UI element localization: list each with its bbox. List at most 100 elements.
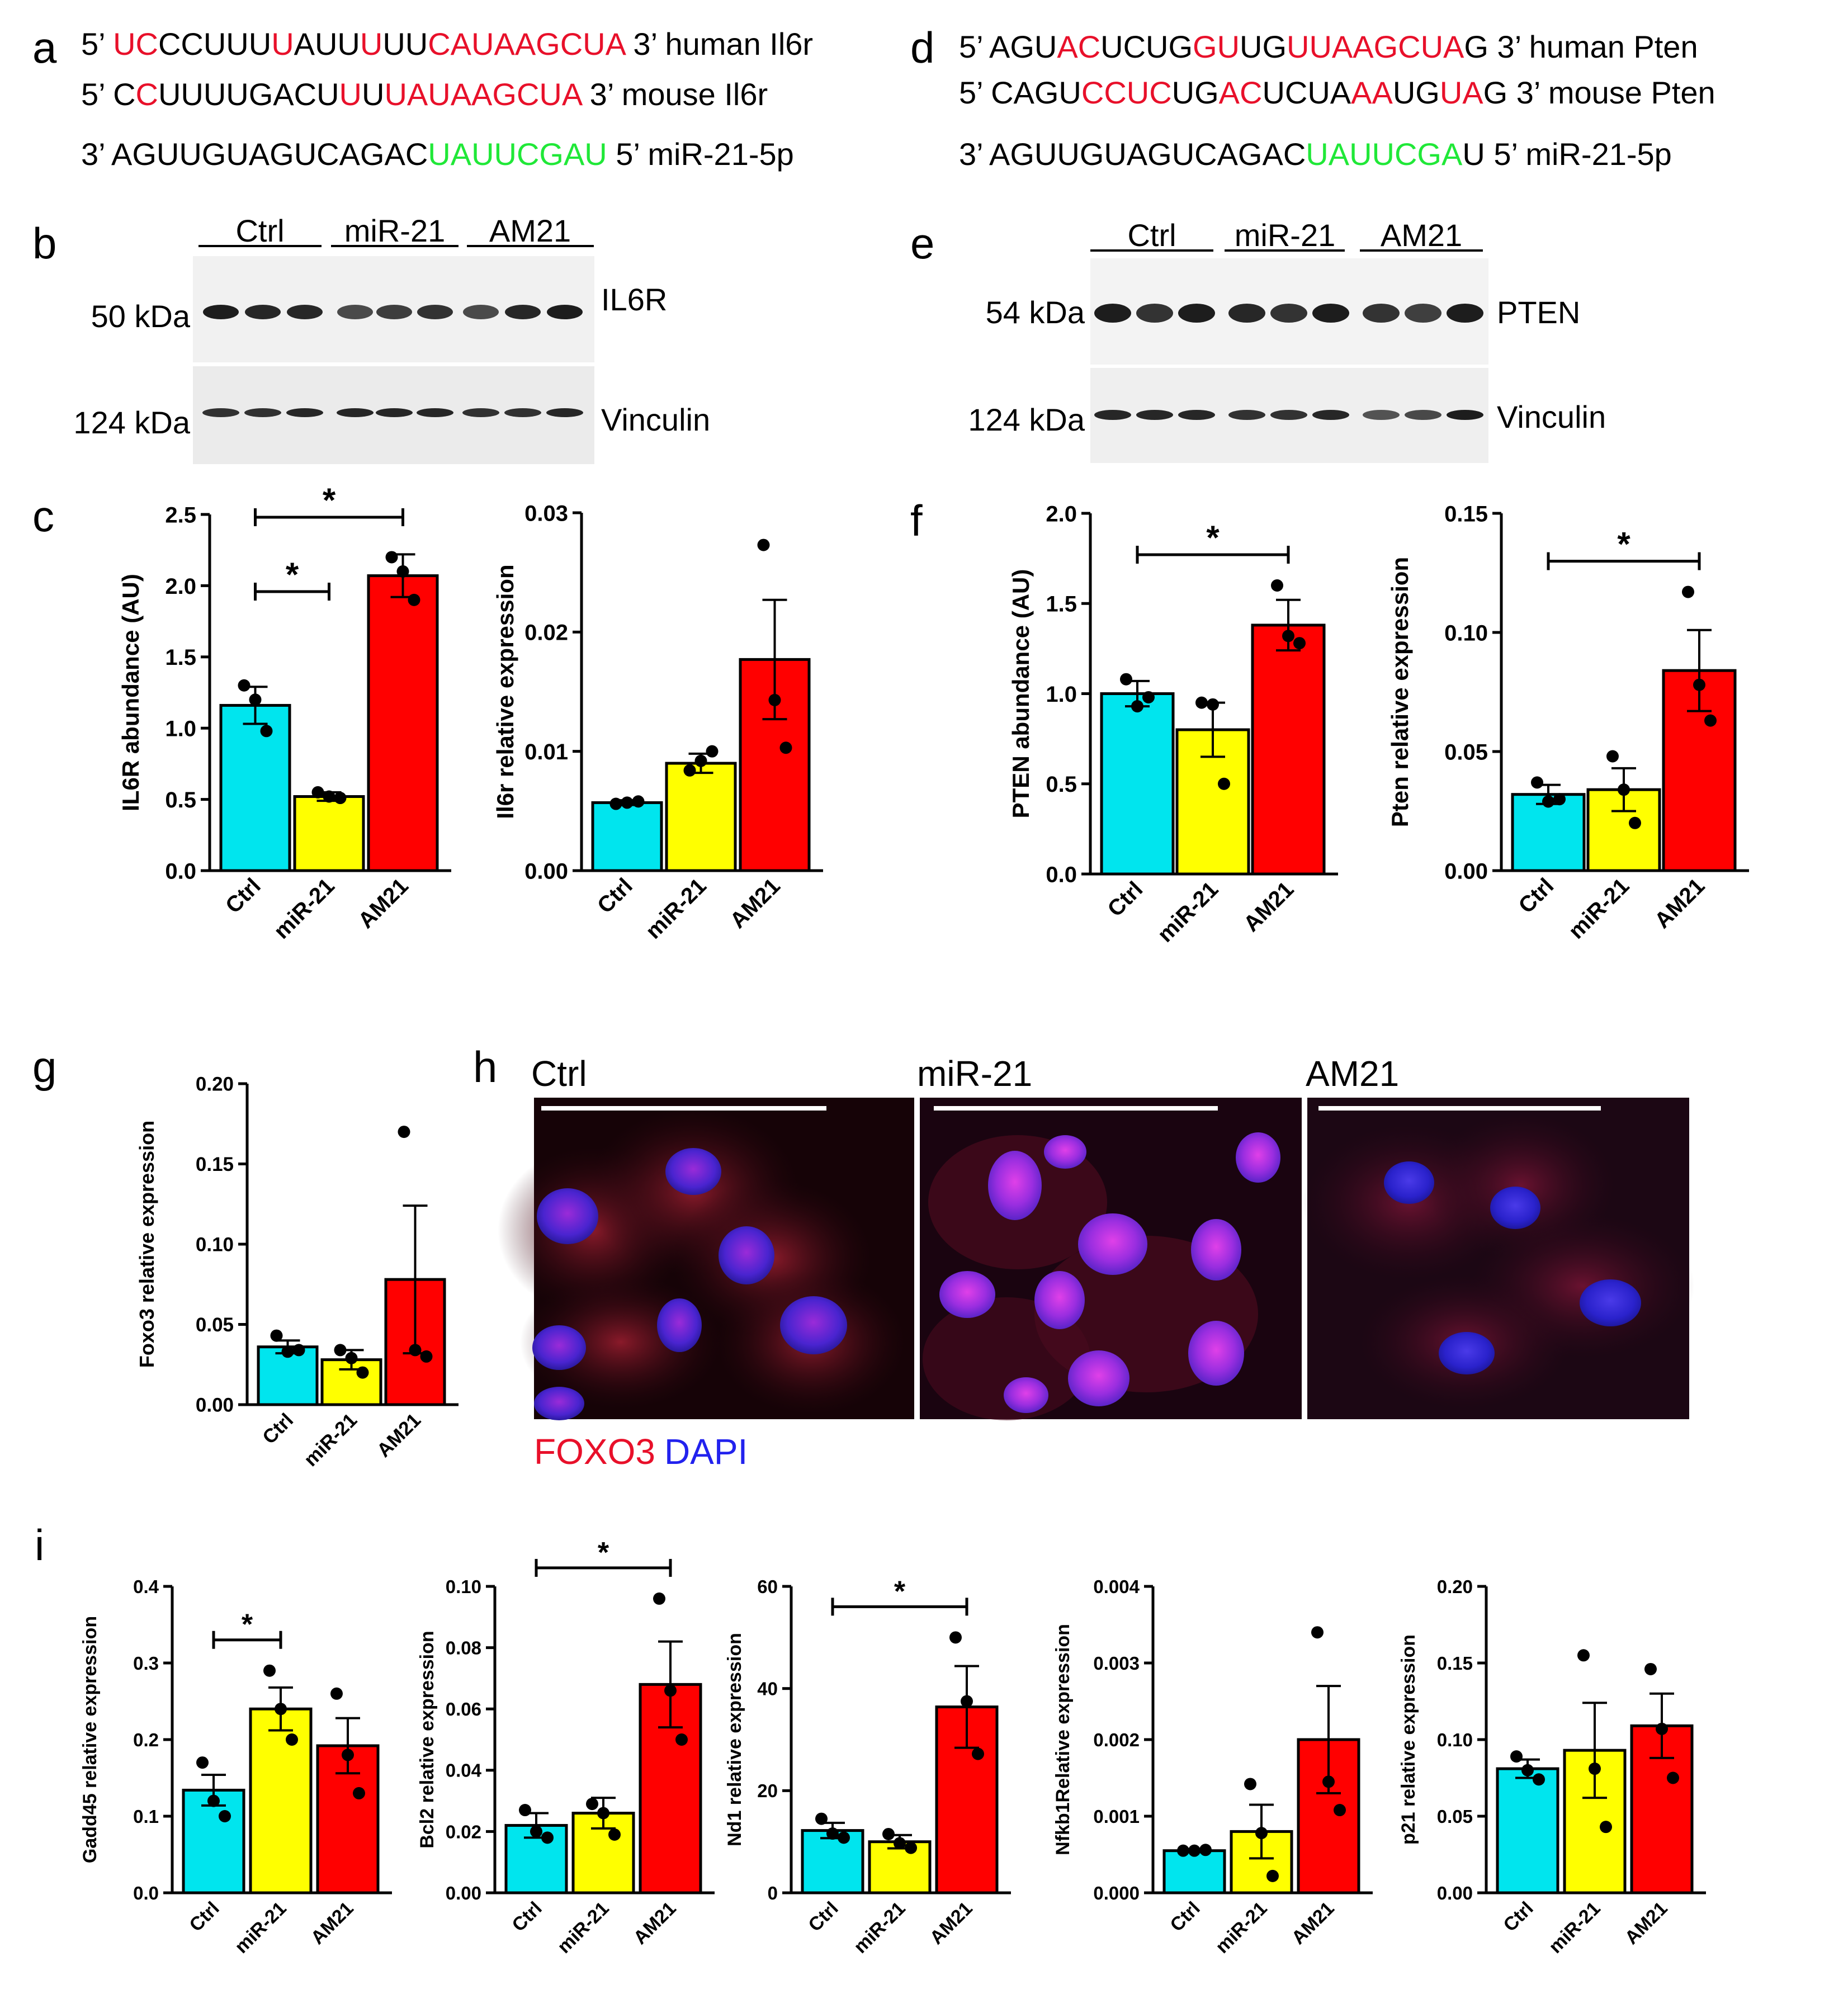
x-category-label: AM21	[353, 873, 413, 933]
x-category-label: AM21	[926, 1898, 977, 1949]
panel-label-d: d	[910, 23, 934, 72]
data-point	[263, 1664, 276, 1677]
y-tick-label: 1.0	[1046, 682, 1077, 707]
seq-segment: AGU	[989, 29, 1057, 64]
y-tick-label: 0.05	[196, 1314, 234, 1336]
bar-mir21	[293, 795, 365, 872]
data-point	[1266, 1869, 1279, 1882]
y-tick-label: 0.4	[133, 1576, 159, 1597]
data-point	[1656, 1722, 1668, 1735]
blot-b-top-mw: 50 kDa	[91, 299, 191, 334]
y-tick-label: 2.0	[1046, 502, 1077, 526]
blot-band	[417, 305, 453, 319]
data-point	[768, 693, 781, 706]
data-point	[249, 693, 262, 706]
y-axis-label: PTEN abundance (AU)	[1008, 569, 1034, 819]
y-tick-label: 0.1	[133, 1806, 159, 1827]
data-point	[238, 679, 251, 692]
blot-band	[286, 408, 323, 417]
bar-mir21	[868, 1840, 932, 1894]
seq-label: 5’ miR-21-5p	[1485, 136, 1672, 172]
data-point	[1606, 750, 1619, 763]
x-category-label: AM21	[630, 1898, 680, 1949]
blot-band	[1094, 304, 1131, 323]
data-point	[396, 565, 409, 578]
data-point	[1131, 700, 1143, 713]
data-point	[1577, 1649, 1590, 1662]
sig-star: *	[894, 1575, 906, 1608]
seq-segment: U	[271, 26, 294, 62]
seq-segment: UAUUCGA	[1306, 136, 1463, 172]
seq-segment: U	[360, 26, 382, 62]
chart-bcl2-expression: 0.00 0.02 0.04 0.06 0.08 0.10 Bcl2 relative ex…	[417, 1537, 715, 1958]
y-tick-label: 0	[768, 1883, 778, 1903]
blot-b-bot-name: Vinculin	[601, 402, 710, 437]
x-category-label: miR-21	[269, 873, 339, 943]
sig-star: *	[1206, 519, 1220, 556]
blot-e-group-mir21: miR-21	[1235, 218, 1335, 253]
y-axis-label: Nfkb1Relative expression	[1052, 1624, 1074, 1855]
micro-label-mir21: miR-21	[917, 1053, 1032, 1094]
seq-segment: UUAAGCUA	[1287, 29, 1464, 64]
blot-band	[1405, 410, 1441, 420]
data-point	[530, 1825, 542, 1838]
data-point	[706, 745, 719, 758]
bar-ctrl	[1100, 692, 1175, 876]
blot-band	[1270, 304, 1307, 323]
x-category-label: AM21	[1650, 873, 1710, 933]
blot-band	[1363, 410, 1400, 420]
y-tick-label: 0.20	[196, 1074, 234, 1095]
blot-band	[337, 305, 373, 319]
seq-prefix: 5’	[81, 26, 113, 62]
y-axis-label: IL6R abundance (AU)	[117, 574, 144, 811]
blot-b-group-ctrl: Ctrl	[235, 213, 284, 248]
data-point	[1334, 1804, 1346, 1817]
seq-a-row-0: 5’ UCCCUUUUAUUUUUCAUAAGCUA 3’ human Il6r	[81, 26, 813, 62]
data-point	[1644, 1662, 1657, 1675]
x-category-label: Ctrl	[593, 873, 637, 918]
y-tick-label: 2.0	[165, 574, 196, 599]
seq-segment: UG	[1172, 75, 1219, 110]
blot-band	[1094, 410, 1131, 420]
y-tick-label: 0.002	[1093, 1730, 1140, 1750]
seq-label: 3’ human Il6r	[625, 26, 813, 62]
sig-star: *	[1617, 526, 1630, 563]
sequence-panel-d: 5’ AGUACUCUGGUUGUUAAGCUAG 3’ human Pten5…	[959, 29, 1715, 172]
seq-segment: U	[1462, 136, 1485, 172]
y-tick-label: 0.00	[446, 1883, 481, 1903]
blot-band	[1228, 304, 1265, 323]
seq-segment: CCUUU	[158, 26, 271, 62]
x-category-label: Ctrl	[508, 1898, 546, 1936]
seq-a-row-1: 5’ CCUUUUGACUUUUAUAAGCUA 3’ mouse Il6r	[81, 77, 768, 112]
micro-legend-dapi: DAPI	[664, 1431, 748, 1472]
y-tick-label: 0.001	[1093, 1806, 1140, 1827]
sig-star: *	[598, 1537, 609, 1569]
blot-band	[1136, 304, 1173, 323]
blot-band	[1136, 410, 1173, 420]
x-category-label: AM21	[373, 1409, 426, 1462]
x-category-label: miR-21	[850, 1898, 910, 1958]
chart-pten-abundance: 0.0 0.5 1.0 1.5 2.0 PTEN abundance (AU) Ctrl mi…	[1008, 502, 1338, 947]
data-point	[207, 1794, 220, 1807]
chart-il6r-expression: 0.00 0.01 0.02 0.03 Il6r relative expression…	[492, 501, 823, 944]
blot-band	[1228, 410, 1265, 420]
data-point	[905, 1841, 917, 1854]
y-tick-label: 0.10	[1437, 1730, 1473, 1750]
chart-il6r-abundance: 0.0 0.5 1.0 1.5 2.0 2.5 IL6R abundance (AU) Ctr…	[117, 481, 451, 944]
y-tick-label: 2.5	[165, 503, 196, 527]
data-point	[1282, 630, 1294, 642]
y-tick-label: 0.0	[1046, 862, 1077, 887]
data-point	[1589, 1763, 1601, 1775]
y-tick-label: 1.0	[165, 717, 196, 741]
seq-segment: UC	[1127, 75, 1172, 110]
x-category-label: miR-21	[300, 1409, 361, 1471]
data-point	[270, 1329, 283, 1342]
sig-star: *	[286, 556, 299, 593]
blot-band	[1270, 410, 1307, 420]
y-tick-label: 0.10	[1444, 621, 1488, 645]
panel-label-c: c	[32, 492, 54, 541]
y-tick-label: 0.00	[1437, 1883, 1473, 1903]
data-point	[1142, 691, 1155, 703]
seq-segment: AA	[1351, 75, 1393, 110]
data-point	[653, 1592, 665, 1605]
